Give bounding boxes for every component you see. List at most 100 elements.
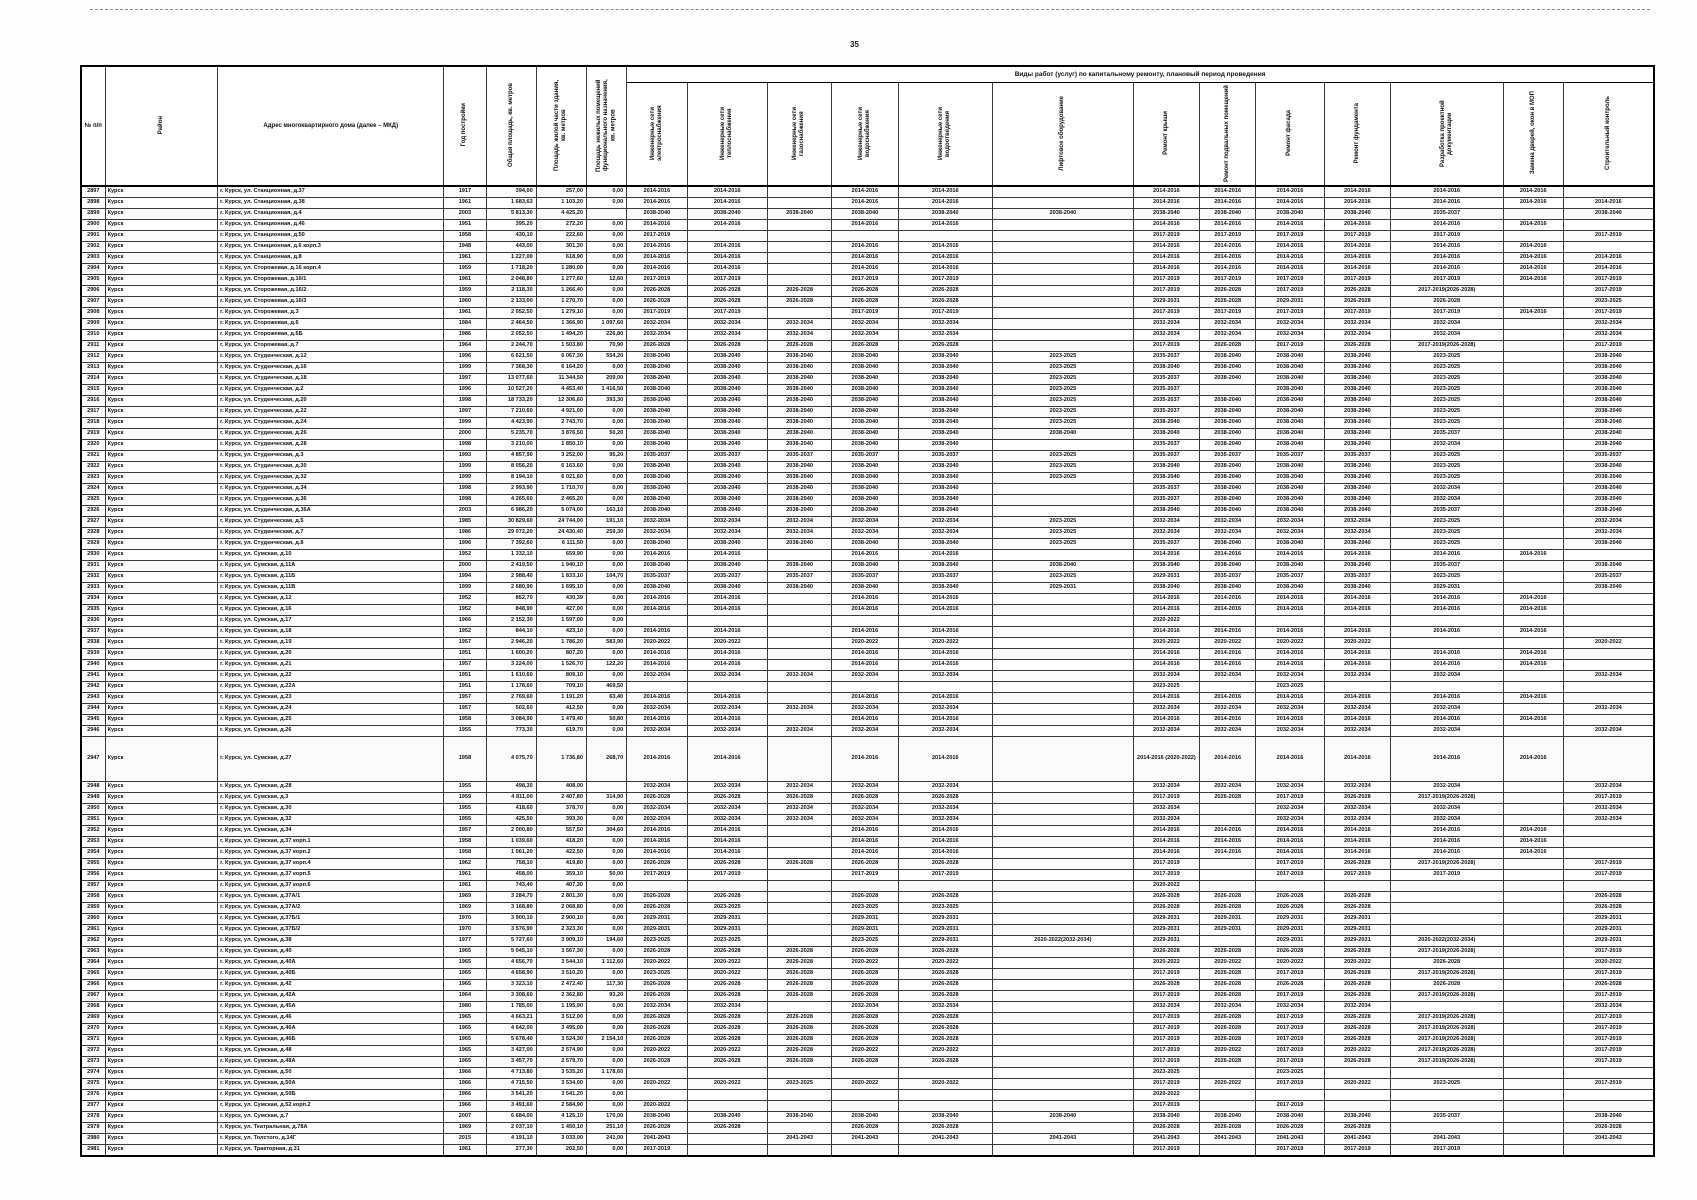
table-row: 2932 Курск г. Курск, ул. Сумская, д.11Б 199… (80, 571, 1655, 583)
cell-facade-repair: 2014-2016 (1255, 825, 1325, 837)
cell-address: г. Курск, ул. Станционная, д.6 корп.3 (217, 241, 445, 253)
cell-construction-control: 2038-2040 (1562, 494, 1655, 506)
cell-construction-control: 2035-2037 (1562, 450, 1655, 462)
cell-doors-windows-replacement: 2014-2016 (1502, 825, 1564, 837)
cell-heating-networks: 2032-2034 (686, 670, 768, 682)
cell-total-area: 4 663,21 (485, 1012, 537, 1024)
cell-year-built: 1969 (443, 1122, 487, 1134)
cell-elevator-equipment (992, 681, 1134, 693)
cell-roof-repair: 2020-2022 (1132, 615, 1201, 627)
cell-basement-repair: 2026-2028 (1199, 979, 1257, 991)
cell-doors-windows-replacement (1502, 340, 1564, 352)
cell-address: г. Курск, ул. Студенческая, д.5 (217, 516, 445, 528)
cell-total-area: 852,70 (485, 593, 537, 605)
cell-elevator-equipment (992, 792, 1134, 804)
table-row: 2948 Курск г. Курск, ул. Сумская, д.28 1955… (80, 781, 1655, 793)
cell-water-supply: 2032-2034 (831, 670, 899, 682)
cell-elevator-equipment: 2023-2025 (992, 351, 1134, 363)
cell-facade-repair: 2029-2031 (1255, 935, 1325, 947)
table-row: 2959 Курск г. Курск, ул. Сумская, д.37А/2 1… (80, 902, 1655, 914)
cell-design-documentation (1390, 913, 1504, 925)
cell-district: Курск (104, 1122, 219, 1134)
cell-address: г. Курск, ул. Станционная, д.50 (217, 230, 445, 242)
cell-doors-windows-replacement (1502, 792, 1564, 804)
cell-electric-networks: 2038-2040 (626, 406, 688, 418)
cell-num: 2923 (80, 472, 106, 484)
cell-living-area: 2 584,90 (535, 1100, 588, 1112)
cell-year-built: 1961 (443, 880, 487, 892)
cell-electric-networks: 2038-2040 (626, 1111, 688, 1123)
cell-total-area: 1 061,20 (485, 847, 537, 859)
cell-construction-control (1562, 714, 1655, 726)
cell-gas-networks (766, 307, 833, 319)
cell-foundation-repair: 2035-2037 (1323, 450, 1392, 462)
table-row: 2978 Курск г. Курск, ул. Сумская, д.7 2007 6… (80, 1111, 1655, 1123)
cell-foundation-repair: 2020-2022 (1323, 1045, 1392, 1057)
cell-total-area: 3 210,00 (485, 439, 537, 451)
cell-elevator-equipment (992, 880, 1134, 892)
cell-district: Курск (104, 263, 219, 275)
cell-foundation-repair: 2038-2040 (1323, 538, 1392, 550)
cell-nonliving-area: 0,00 (586, 560, 628, 572)
cell-roof-repair: 2017-2019 (1132, 792, 1201, 804)
cell-sewerage: 2041-2043 (897, 1133, 994, 1145)
cell-address: г. Курск, ул. Тракторная, д.31 (217, 1144, 445, 1157)
cell-basement-repair: 2038-2040 (1199, 483, 1257, 495)
cell-num: 2978 (80, 1111, 106, 1123)
cell-design-documentation: 2023-2025 (1390, 351, 1504, 363)
cell-construction-control: 2017-2019 (1562, 858, 1655, 870)
cell-design-documentation (1390, 1100, 1504, 1112)
cell-foundation-repair: 2038-2040 (1323, 417, 1392, 429)
cell-nonliving-area: 1 178,60 (586, 1067, 628, 1079)
cell-basement-repair: 2038-2040 (1199, 1111, 1257, 1123)
cell-num: 2903 (80, 252, 106, 264)
cell-living-area: 1 277,60 (535, 274, 588, 286)
cell-address: г. Курск, ул. Сумская, д.40А (217, 957, 445, 969)
cell-facade-repair: 2017-2019 (1255, 1012, 1325, 1024)
cell-year-built: 1964 (443, 340, 487, 352)
cell-facade-repair: 2017-2019 (1255, 1144, 1325, 1157)
table-row: 2909 Курск г. Курск, ул. Сторожевая, д.6 19… (80, 318, 1655, 330)
cell-elevator-equipment: 2023-2025 (992, 384, 1134, 396)
cell-heating-networks: 2014-2016 (686, 219, 768, 231)
cell-living-area: 422,50 (535, 847, 588, 859)
cell-address: г. Курск, ул. Сторожевая, д.16/2 (217, 285, 445, 297)
cell-district: Курск (104, 891, 219, 903)
cell-district: Курск (104, 1023, 219, 1035)
cell-doors-windows-replacement (1502, 483, 1564, 495)
cell-electric-networks: 2026-2028 (626, 891, 688, 903)
cell-water-supply: 2041-2043 (831, 1133, 899, 1145)
cell-heating-networks: 2026-2028 (686, 1122, 768, 1134)
cell-heating-networks: 2014-2016 (686, 263, 768, 275)
cell-elevator-equipment (992, 615, 1134, 627)
cell-elevator-equipment (992, 1012, 1134, 1024)
cell-roof-repair: 2032-2034 (1132, 803, 1201, 815)
table-row: 2967 Курск г. Курск, ул. Сумская, д.42А 196… (80, 990, 1655, 1002)
cell-design-documentation (1390, 924, 1504, 936)
cell-heating-networks: 2014-2016 (686, 736, 768, 782)
cell-nonliving-area: 191,10 (586, 516, 628, 528)
cell-gas-networks: 2038-2040 (766, 395, 833, 407)
cell-electric-networks: 2029-2031 (626, 913, 688, 925)
cell-total-area: 6 986,20 (485, 505, 537, 517)
cell-num: 2917 (80, 406, 106, 418)
cell-design-documentation: 2023-2025 (1390, 362, 1504, 374)
cell-basement-repair: 2035-2037 (1199, 450, 1257, 462)
cell-construction-control: 2017-2019 (1562, 990, 1655, 1002)
cell-construction-control (1562, 1067, 1655, 1079)
col-header-water-supply: Инженерные сети водоснабжения (831, 82, 899, 187)
cell-district: Курск (104, 792, 219, 804)
cell-foundation-repair: 2032-2034 (1323, 803, 1392, 815)
cell-construction-control (1562, 1089, 1655, 1101)
cell-elevator-equipment (992, 252, 1134, 264)
cell-facade-repair: 2017-2019 (1255, 1100, 1325, 1112)
cell-num: 2929 (80, 538, 106, 550)
cell-elevator-equipment: 2038-2040 (992, 428, 1134, 440)
cell-year-built: 1997 (443, 373, 487, 385)
cell-construction-control: 2020-2022 (1562, 957, 1655, 969)
cell-heating-networks: 2035-2037 (686, 450, 768, 462)
cell-total-area: 8 056,20 (485, 461, 537, 473)
cell-address: г. Курск, ул. Сумская, д.27 (217, 736, 445, 782)
cell-living-area: 3 512,00 (535, 1012, 588, 1024)
cell-total-area: 3 168,80 (485, 902, 537, 914)
